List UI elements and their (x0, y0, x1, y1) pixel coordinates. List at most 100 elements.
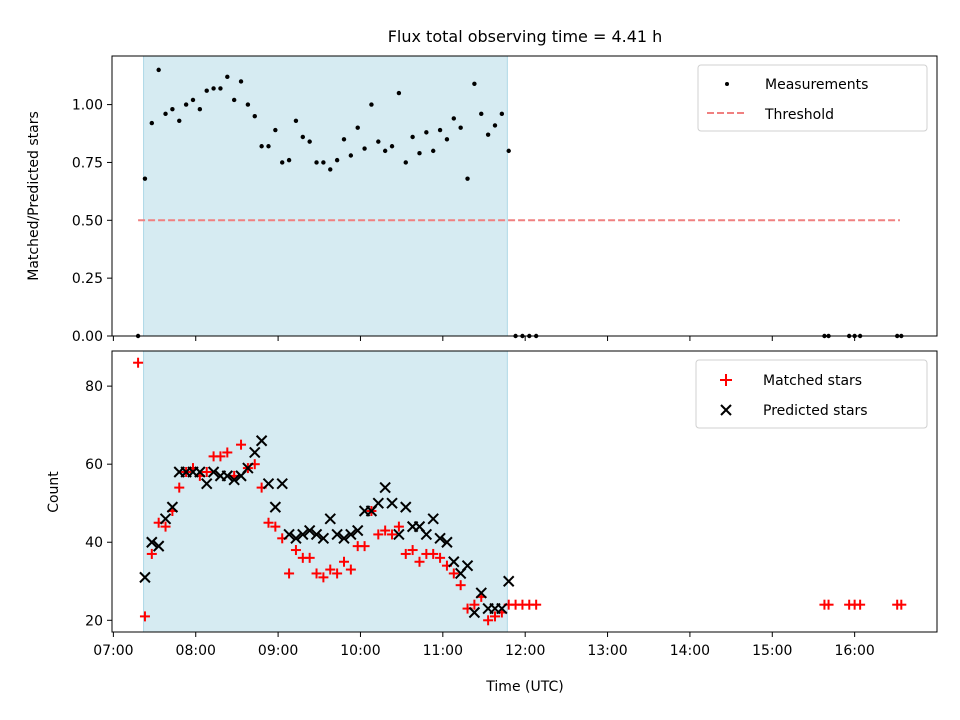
predicted-star-point (290, 532, 302, 545)
top-y-tick-label: 0.00 (72, 329, 103, 345)
predicted-star-point (242, 462, 254, 474)
predicted-star-point (324, 513, 336, 525)
predicted-star-point (441, 536, 453, 548)
bottom-y-tick-label: 80 (85, 379, 103, 395)
top-y-tick-label: 1.00 (72, 98, 103, 114)
matched-star-point (332, 568, 343, 579)
measurement-point (431, 148, 436, 154)
measurement-point (218, 86, 223, 91)
predicted-star-point (207, 466, 220, 478)
matched-star-point (359, 541, 370, 552)
predicted-star-point (345, 528, 357, 541)
matched-star-point (855, 599, 866, 610)
legend-predicted-label: Predicted stars (763, 403, 868, 419)
matched-star-point (304, 552, 315, 563)
measurement-point (382, 148, 388, 154)
x-axis-label: Time (UTC) (485, 679, 563, 695)
x-tick-label: 16:00 (834, 643, 874, 659)
x-tick-label: 14:00 (670, 643, 710, 659)
measurement-point (163, 111, 168, 117)
predicted-star-point (503, 575, 515, 587)
predicted-star-point (146, 536, 158, 548)
measurement-point (451, 116, 457, 121)
matched-star-point (146, 548, 157, 559)
matched-star-point (489, 611, 500, 622)
measurement-point (492, 123, 498, 128)
matched-star-point (325, 564, 336, 575)
matched-star-point (222, 447, 233, 458)
predicted-star-point (310, 528, 323, 541)
legend-matched-marker (720, 374, 732, 386)
measurement-point (149, 120, 155, 126)
predicted-star-point (276, 477, 288, 490)
predicted-star-point (159, 513, 172, 525)
measurement-point (348, 153, 354, 158)
measurement-point (245, 102, 251, 107)
measurement-points (135, 67, 904, 339)
predicted-star-point (338, 532, 350, 545)
measurement-point (211, 86, 216, 91)
matched-star-point (387, 529, 398, 540)
predicted-star-point (303, 524, 316, 537)
matched-star-point (407, 545, 418, 556)
x-tick-label: 15:00 (752, 643, 792, 659)
measurement-point (341, 137, 347, 142)
matched-star-point (160, 521, 171, 532)
measurement-point (280, 160, 285, 165)
matched-star-point (284, 568, 295, 579)
legend-measurements-label: Measurements (765, 77, 868, 93)
top-y-ticks: 0.00 0.25 0.50 0.75 1.00 (72, 98, 112, 345)
measurement-point (376, 139, 381, 144)
measurement-point (183, 102, 189, 107)
measurement-point (403, 160, 408, 165)
matched-star-point (428, 548, 439, 559)
matched-star-point (270, 521, 281, 532)
measurement-point (197, 107, 203, 112)
measurement-point (142, 176, 148, 181)
top-x-ticks (112, 336, 856, 341)
measurement-point (424, 130, 429, 135)
bottom-y-tick-label: 20 (85, 613, 103, 629)
predicted-star-point (152, 540, 165, 552)
matched-star-point (896, 599, 907, 610)
x-tick-label: 09:00 (258, 643, 298, 659)
measurement-point (204, 88, 209, 93)
predicted-star-point (434, 532, 446, 545)
bottom-y-tick-label: 60 (85, 457, 103, 473)
measurement-point (485, 132, 491, 137)
measurement-point (410, 134, 415, 140)
bottom-shaded-interval (143, 350, 508, 633)
matched-star-point (448, 568, 459, 579)
measurement-point (499, 111, 505, 117)
predicted-star-point (317, 532, 330, 545)
predicted-star-point (386, 497, 398, 509)
measurement-point (231, 97, 237, 103)
predicted-star-point (372, 497, 385, 509)
bottom-legend-box (695, 359, 928, 429)
predicted-star-point (297, 528, 309, 541)
x-tick-label: 12:00 (505, 643, 545, 659)
matched-star-point (455, 580, 466, 591)
predicted-star-point (420, 528, 433, 541)
predicted-star-point (283, 528, 295, 541)
measurement-point (293, 118, 299, 123)
matched-star-point (435, 552, 446, 563)
predicted-star-point (468, 606, 481, 619)
matched-star-point (393, 521, 404, 532)
matched-star-point (215, 451, 226, 462)
measurement-point (479, 111, 484, 117)
x-tick-label: 10:00 (340, 643, 380, 659)
predicted-star-point (139, 571, 151, 584)
bottom-y-axis-label: Count (46, 471, 62, 513)
top-y-tick-label: 0.75 (72, 155, 103, 171)
predicted-star-point (352, 524, 364, 537)
predicted-star-point (255, 435, 268, 447)
legend-matched-label: Matched stars (763, 373, 862, 389)
bottom-axes-frame (111, 350, 938, 633)
bottom-x-ticks: 07:00 08:00 09:00 10:00 11:00 12:00 13:00 14:00… (93, 632, 875, 659)
matched-star-point (311, 568, 322, 579)
matched-star-point (345, 564, 356, 575)
matched-star-point (236, 439, 247, 450)
measurement-point (417, 150, 422, 156)
matched-star-point (263, 517, 274, 528)
